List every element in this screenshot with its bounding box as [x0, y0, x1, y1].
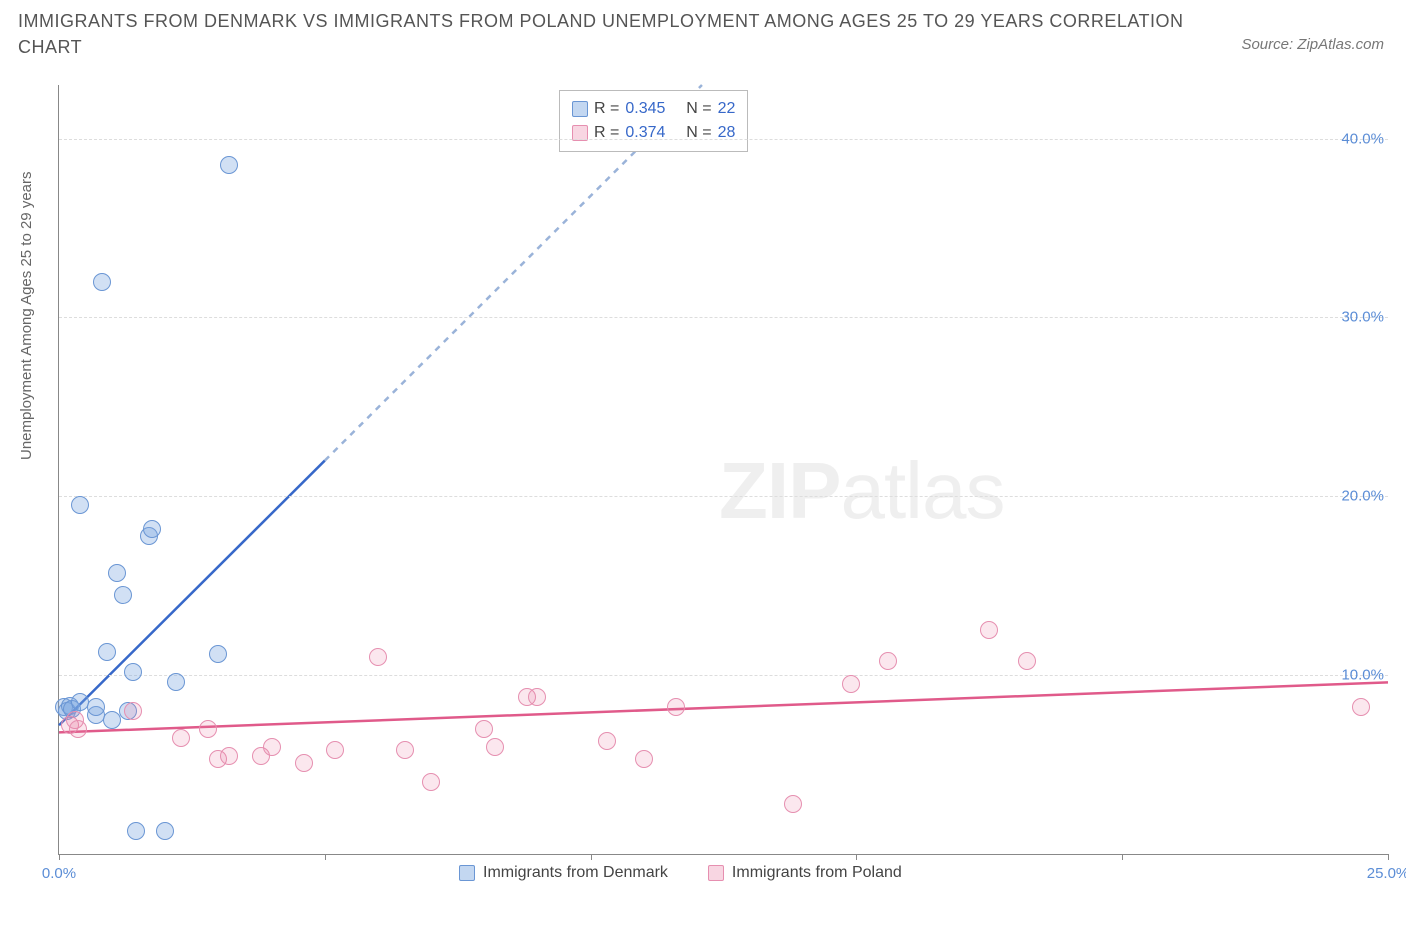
data-point — [98, 643, 116, 661]
swatch-pink — [708, 865, 724, 881]
data-point — [124, 702, 142, 720]
data-point — [667, 698, 685, 716]
swatch-blue — [572, 101, 588, 117]
data-point — [1018, 652, 1036, 670]
gridline — [59, 139, 1388, 140]
stats-row-poland: R = 0.374 N = 28 — [572, 121, 735, 145]
x-tick-mark — [325, 854, 326, 860]
data-point — [71, 496, 89, 514]
data-point — [396, 741, 414, 759]
data-point — [369, 648, 387, 666]
data-point — [69, 720, 87, 738]
data-point — [156, 822, 174, 840]
data-point — [598, 732, 616, 750]
gridline — [59, 317, 1388, 318]
data-point — [1352, 698, 1370, 716]
data-point — [87, 698, 105, 716]
trendlines — [59, 85, 1388, 854]
x-tick-label: 25.0% — [1367, 865, 1406, 882]
data-point — [93, 273, 111, 291]
data-point — [475, 720, 493, 738]
data-point — [295, 754, 313, 772]
data-point — [263, 738, 281, 756]
data-point — [127, 822, 145, 840]
y-axis-label: Unemployment Among Ages 25 to 29 years — [18, 171, 35, 460]
source-attribution: Source: ZipAtlas.com — [1241, 36, 1384, 53]
legend-item-poland: Immigrants from Poland — [708, 864, 902, 882]
x-tick-mark — [1122, 854, 1123, 860]
data-point — [220, 156, 238, 174]
data-point — [209, 645, 227, 663]
data-point — [422, 773, 440, 791]
data-point — [326, 741, 344, 759]
data-point — [167, 673, 185, 691]
data-point — [199, 720, 217, 738]
x-tick-mark — [856, 854, 857, 860]
series-legend: Immigrants from Denmark Immigrants from … — [459, 864, 902, 882]
x-tick-mark — [59, 854, 60, 860]
y-tick-label: 30.0% — [1341, 309, 1392, 326]
data-point — [114, 586, 132, 604]
data-point — [108, 564, 126, 582]
y-tick-label: 40.0% — [1341, 130, 1392, 147]
stats-legend: R = 0.345 N = 22 R = 0.374 N = 28 — [559, 90, 748, 152]
data-point — [784, 795, 802, 813]
x-tick-label: 0.0% — [42, 865, 76, 882]
data-point — [528, 688, 546, 706]
y-tick-label: 10.0% — [1341, 667, 1392, 684]
y-tick-label: 20.0% — [1341, 488, 1392, 505]
watermark: ZIPatlas — [719, 445, 1004, 537]
stats-row-denmark: R = 0.345 N = 22 — [572, 97, 735, 121]
data-point — [172, 729, 190, 747]
x-tick-mark — [591, 854, 592, 860]
scatter-plot-area: ZIPatlas R = 0.345 N = 22 R = 0.374 N = … — [58, 85, 1388, 855]
data-point — [879, 652, 897, 670]
legend-item-denmark: Immigrants from Denmark — [459, 864, 668, 882]
data-point — [486, 738, 504, 756]
x-tick-mark — [1388, 854, 1389, 860]
data-point — [124, 663, 142, 681]
gridline — [59, 496, 1388, 497]
gridline — [59, 675, 1388, 676]
data-point — [103, 711, 121, 729]
data-point — [842, 675, 860, 693]
swatch-blue — [459, 865, 475, 881]
data-point — [635, 750, 653, 768]
data-point — [980, 621, 998, 639]
page-title: IMMIGRANTS FROM DENMARK VS IMMIGRANTS FR… — [18, 8, 1186, 60]
data-point — [143, 520, 161, 538]
data-point — [220, 747, 238, 765]
